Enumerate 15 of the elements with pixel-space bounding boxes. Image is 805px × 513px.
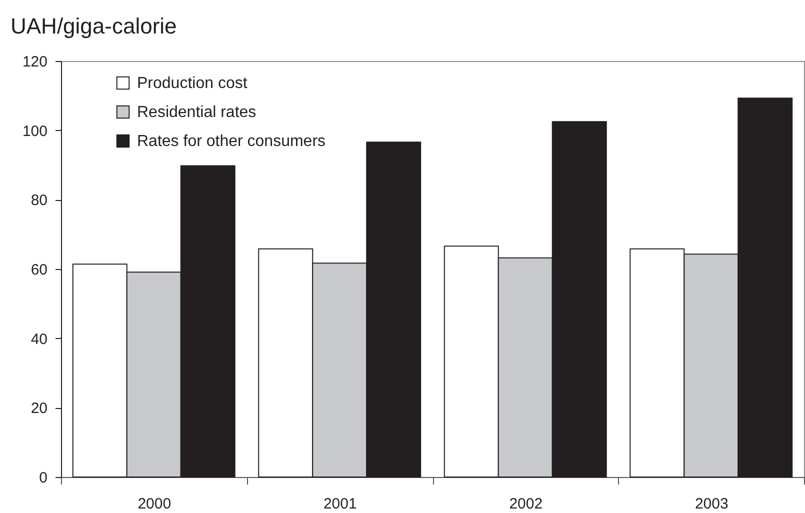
y-tick-label: 40 [30, 330, 48, 348]
legend-label: Rates for other consumers [137, 133, 326, 150]
y-tick-label: 0 [39, 470, 48, 486]
y-tick-label: 120 [22, 54, 48, 70]
x-tick-label: 2001 [323, 496, 357, 512]
y-tick-label: 100 [22, 122, 48, 140]
y-axis-title: UAH/giga-calorie [10, 14, 177, 38]
legend-label: Production cost [137, 75, 248, 92]
legend-label: Residential rates [137, 104, 256, 121]
x-tick-label: 2002 [509, 496, 543, 512]
y-tick-label: 80 [30, 192, 48, 210]
y-tick-label: 20 [30, 400, 48, 418]
y-tick-label: 60 [30, 262, 48, 278]
x-tick-label: 2003 [694, 496, 728, 512]
x-tick-label: 2000 [138, 496, 172, 512]
